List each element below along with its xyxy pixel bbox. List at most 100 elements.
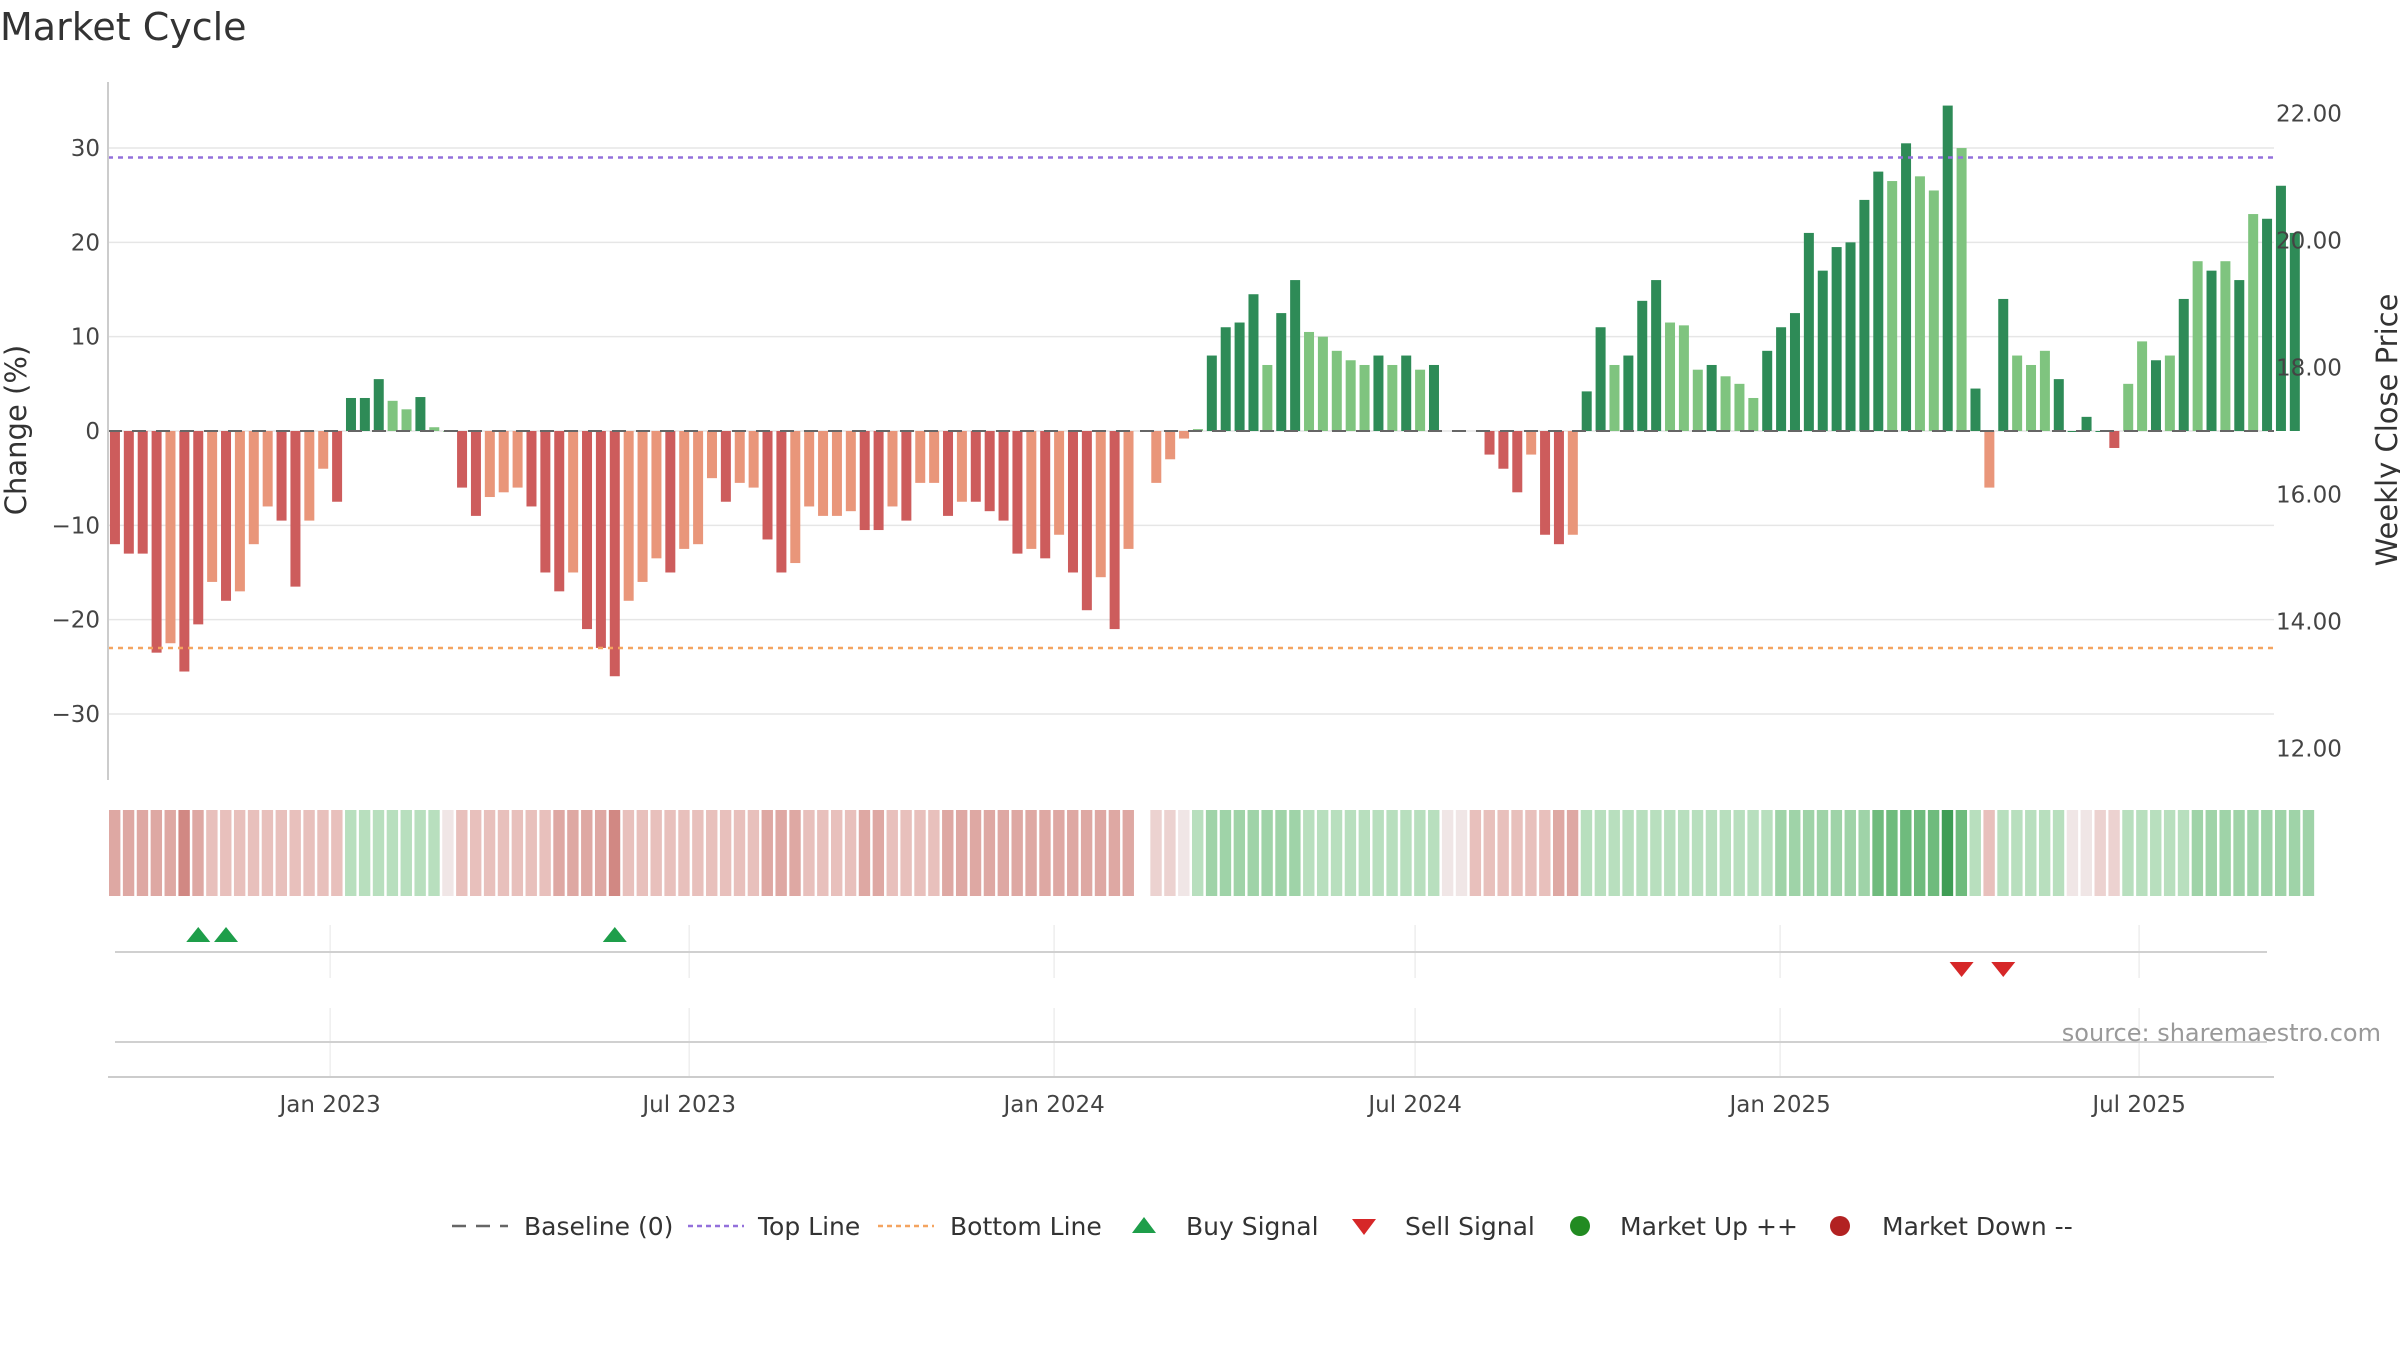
heat-strip-cell: [858, 810, 871, 896]
y-tick-label: −20: [51, 608, 100, 634]
heat-strip-cell: [2108, 810, 2120, 896]
change-bar: [1623, 355, 1634, 431]
heat-strip-cell: [608, 810, 621, 896]
heat-strip-cell: [1525, 810, 1537, 896]
y-tick-label: −10: [51, 513, 100, 539]
change-bar: [387, 400, 398, 431]
change-bar: [2164, 355, 2175, 431]
change-bar: [1581, 391, 1592, 431]
change-bar: [859, 431, 870, 531]
change-bar: [1901, 143, 1912, 432]
heat-strip-cell: [1802, 810, 1815, 896]
heat-strip-cell: [220, 810, 232, 896]
heat-strip-cell: [358, 810, 371, 896]
heat-strip-cell: [206, 810, 218, 896]
heat-strip-cell: [1233, 810, 1246, 896]
change-bar: [276, 431, 287, 521]
change-bar: [734, 431, 745, 483]
x-tick-label: Jan 2025: [1727, 1092, 1830, 1118]
x-tick-label: Jul 2023: [640, 1092, 736, 1118]
change-bar: [1026, 431, 1037, 549]
change-bar: [1956, 148, 1967, 431]
legend-down-swatch: [1830, 1216, 1850, 1236]
heat-strip-cell: [692, 810, 704, 896]
heat-strip-cell: [1636, 810, 1648, 896]
y-tick-label: 10: [71, 325, 100, 351]
change-bar: [2137, 341, 2148, 431]
x-tick-label: Jul 2025: [2090, 1092, 2186, 1118]
change-bar: [1998, 298, 2009, 431]
change-bar: [1512, 431, 1523, 493]
change-bar: [1304, 331, 1315, 431]
heat-strip-cell: [192, 810, 204, 896]
change-bar: [1179, 431, 1190, 439]
change-bar: [2220, 261, 2231, 431]
heat-strip-cell: [900, 810, 912, 896]
change-bar: [651, 431, 662, 559]
change-bar: [1942, 105, 1953, 431]
heat-strip-cell: [1677, 810, 1690, 896]
y-tick-label: −30: [51, 702, 100, 728]
change-bar: [1262, 364, 1273, 431]
heat-strip-cell: [1844, 810, 1856, 896]
heat-strip-cell: [886, 810, 898, 896]
change-bar: [2192, 261, 2203, 431]
heat-strip-cell: [844, 810, 857, 896]
change-bar: [2262, 218, 2273, 431]
change-bar: [1859, 199, 1870, 431]
change-bar: [1095, 431, 1106, 578]
heat-strip-cell: [2275, 810, 2287, 896]
heat-strip-cell: [1164, 810, 1176, 896]
heat-strip-cell: [150, 810, 163, 896]
change-bar: [1651, 280, 1662, 431]
change-bar: [998, 431, 1009, 521]
heat-strip-cell: [997, 810, 1009, 896]
change-bar: [1637, 300, 1648, 431]
change-bar: [554, 431, 565, 592]
heat-strip-cell: [1900, 810, 1912, 896]
heat-strip-cell: [303, 810, 315, 896]
heat-strip-cell: [1886, 810, 1898, 896]
heat-strip-cell: [1067, 810, 1079, 896]
heat-strip-cell: [1150, 810, 1162, 896]
heat-strip-cell: [2080, 810, 2092, 896]
change-bar: [359, 397, 370, 431]
y2-tick-label: 18.00: [2276, 356, 2342, 382]
heat-strip-cell: [136, 810, 149, 896]
heat-strip-cell: [2066, 810, 2079, 896]
heat-strip-cell: [1428, 810, 1440, 896]
heat-strip-cell: [497, 810, 510, 896]
heat-strip-cell: [733, 810, 746, 896]
heat-strip-cell: [1705, 810, 1718, 896]
x-tick-label: Jan 2023: [277, 1092, 380, 1118]
change-bar: [1887, 181, 1898, 431]
y2-tick-label: 14.00: [2276, 609, 2342, 635]
change-bar: [1498, 431, 1509, 469]
change-bar: [1067, 431, 1078, 573]
heat-strip-cell: [261, 810, 274, 896]
change-bar: [1567, 431, 1578, 535]
heat-strip-cell: [1289, 810, 1301, 896]
heat-strip-cell: [719, 810, 732, 896]
heat-strip-cell: [1108, 810, 1121, 896]
heat-strip-cell: [1261, 810, 1273, 896]
buy-signal-marker: [186, 927, 211, 942]
heat-strip-cell: [1303, 810, 1315, 896]
heat-strip-cell: [1247, 810, 1259, 896]
change-bar: [1123, 431, 1134, 549]
heat-strip-cell: [1122, 810, 1134, 896]
heat-strip-cell: [122, 810, 135, 896]
heat-strip-cell: [747, 810, 760, 896]
heat-strip-cell: [1178, 810, 1190, 896]
heat-strip-cell: [1511, 810, 1523, 896]
heat-strip-cell: [1011, 810, 1023, 896]
change-bar: [151, 431, 162, 653]
heat-strip-cell: [1025, 810, 1037, 896]
legend-sell-swatch: [1352, 1219, 1376, 1235]
heat-strip-cell: [178, 810, 190, 896]
heat-strip-cell: [678, 810, 690, 896]
change-bar: [137, 431, 148, 554]
change-bar: [179, 431, 190, 672]
change-bar: [1845, 242, 1856, 431]
heat-strip-cell: [386, 810, 399, 896]
